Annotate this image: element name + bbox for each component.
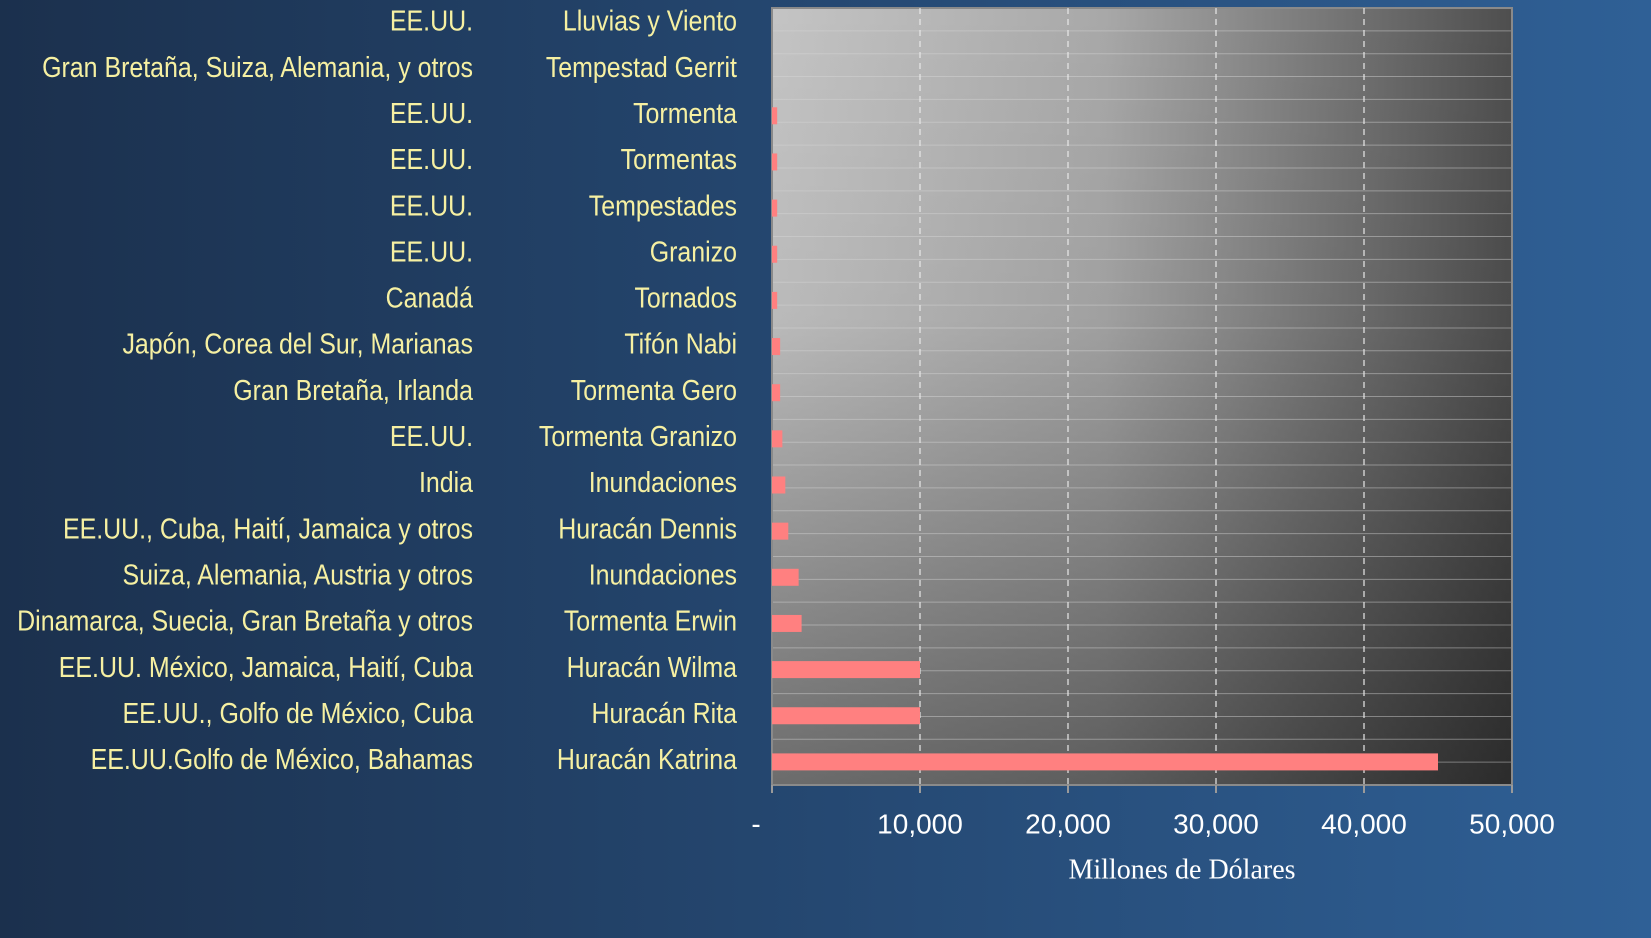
region-label: EE.UU., Golfo de México, Cuba [122, 697, 473, 729]
y-tick-label: Huracán Wilma [567, 651, 738, 683]
region-label: Dinamarca, Suecia, Gran Bretaña y otros [17, 605, 473, 637]
bar [772, 338, 781, 356]
bar [772, 199, 778, 217]
y-tick-label: Inundaciones [589, 466, 737, 498]
x-tick-label: 40,000 [1321, 808, 1407, 839]
y-tick-label: Lluvias y Viento [563, 5, 737, 37]
x-axis-title: Millones de Dólares [1068, 854, 1295, 885]
region-label: EE.UU. [390, 420, 473, 452]
y-tick-label: Huracán Dennis [558, 513, 737, 545]
bar [772, 568, 799, 586]
row-lines [772, 30, 1512, 763]
y-tick-label: Tormenta Gero [571, 374, 737, 406]
region-label: Gran Bretaña, Irlanda [233, 374, 474, 406]
region-label: EE.UU. [390, 236, 473, 268]
bar [772, 245, 778, 263]
bar [772, 430, 783, 448]
region-label: Gran Bretaña, Suiza, Alemania, y otros [42, 51, 473, 83]
y-tick-label: Huracán Rita [592, 697, 738, 729]
x-tick-label: - [751, 808, 760, 839]
y-tick-label: Inundaciones [589, 559, 737, 591]
bar [772, 107, 778, 125]
region-label: EE.UU.Golfo de México, Bahamas [91, 743, 473, 775]
y-tick-label: Tornados [634, 282, 737, 314]
bar [772, 291, 778, 309]
region-label: Suiza, Alemania, Austria y otros [122, 559, 473, 591]
x-tick-label: 20,000 [1025, 808, 1111, 839]
bar [772, 614, 802, 632]
y-tick-label: Tormenta Granizo [539, 420, 737, 452]
y-tick-label: Tempestad Gerrit [546, 51, 738, 83]
x-tick-label: 30,000 [1173, 808, 1259, 839]
bar [772, 661, 920, 679]
region-label: EE.UU. [390, 5, 473, 37]
bar [772, 753, 1438, 771]
y-tick-label: Tempestades [589, 190, 737, 222]
y-tick-label: Granizo [650, 236, 737, 268]
region-label: EE.UU. [390, 190, 473, 222]
y-tick-label: Tormentas [621, 143, 737, 175]
region-label: Canadá [386, 282, 474, 314]
region-label: EE.UU. [390, 97, 473, 129]
y-tick-label: Huracán Katrina [557, 743, 738, 775]
x-tick-label: 50,000 [1469, 808, 1555, 839]
region-label: EE.UU., Cuba, Haití, Jamaica y otros [63, 513, 473, 545]
bar [772, 522, 789, 540]
y-tick-label: Tormenta Erwin [564, 605, 737, 637]
bar [772, 707, 920, 725]
region-label: Japón, Corea del Sur, Marianas [122, 328, 473, 360]
bar [772, 384, 781, 402]
y-tick-label: Tifón Nabi [624, 328, 737, 360]
x-tick-label: 10,000 [877, 808, 963, 839]
plot-shade [772, 8, 1512, 785]
region-label: India [419, 466, 474, 498]
bar [772, 153, 778, 171]
y-tick-label: Tormenta [633, 97, 738, 129]
region-label: EE.UU. México, Jamaica, Haití, Cuba [59, 651, 474, 683]
bar [772, 476, 786, 494]
region-label: EE.UU. [390, 143, 473, 175]
